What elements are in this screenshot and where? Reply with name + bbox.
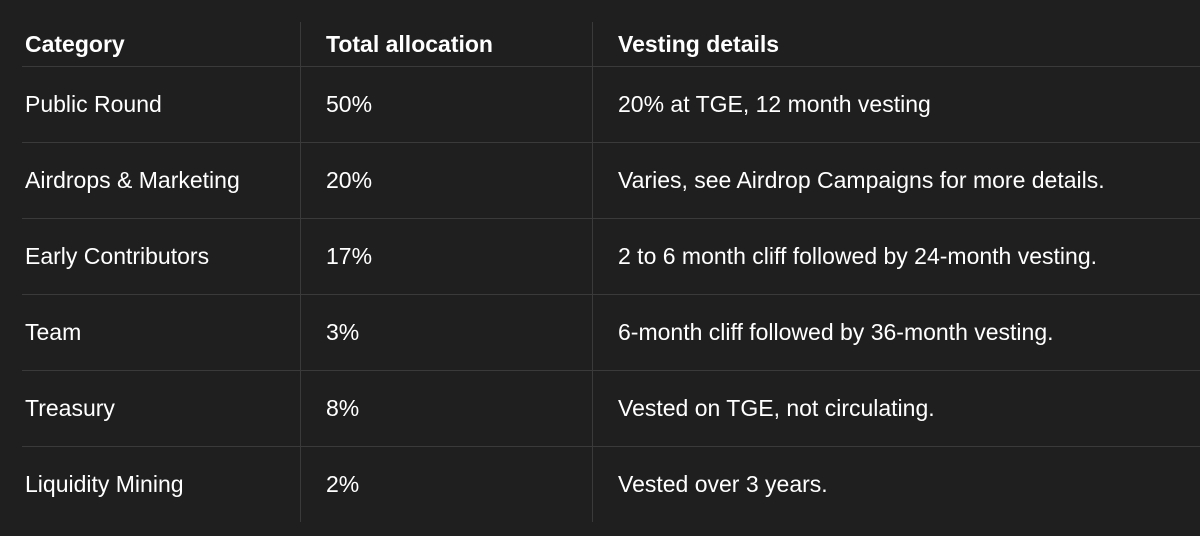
- table-row: Liquidity Mining 2% Vested over 3 years.: [22, 446, 1200, 522]
- cell-category: Early Contributors: [22, 218, 301, 295]
- table-row: Team 3% 6-month cliff followed by 36-mon…: [22, 294, 1200, 371]
- cell-vesting: Vested on TGE, not circulating.: [592, 370, 1200, 447]
- cell-category: Liquidity Mining: [22, 446, 301, 522]
- cell-vesting: 6-month cliff followed by 36-month vesti…: [592, 294, 1200, 371]
- cell-vesting: 20% at TGE, 12 month vesting: [592, 66, 1200, 143]
- cell-category: Team: [22, 294, 301, 371]
- header-category: Category: [22, 22, 301, 67]
- cell-vesting: 2 to 6 month cliff followed by 24-month …: [592, 218, 1200, 295]
- cell-category: Airdrops & Marketing: [22, 142, 301, 219]
- header-vesting-details: Vesting details: [592, 22, 1200, 67]
- cell-vesting: Vested over 3 years.: [618, 471, 828, 497]
- header-total-allocation: Total allocation: [300, 22, 593, 67]
- cell-allocation: 3%: [300, 294, 593, 371]
- table-row: Public Round 50% 20% at TGE, 12 month ve…: [22, 66, 1200, 143]
- table-body: Public Round 50% 20% at TGE, 12 month ve…: [22, 66, 1200, 522]
- header-row: Category Total allocation Vesting detail…: [22, 22, 1200, 67]
- cell-category: Public Round: [22, 66, 301, 143]
- table-row: Early Contributors 17% 2 to 6 month clif…: [22, 218, 1200, 295]
- cell-allocation: 17%: [300, 218, 593, 295]
- cell-category: Treasury: [22, 370, 301, 447]
- cell-allocation: 8%: [300, 370, 593, 447]
- cell-allocation: 2%: [300, 446, 593, 522]
- allocation-table: Category Total allocation Vesting detail…: [22, 22, 1200, 522]
- table-header: Category Total allocation Vesting detail…: [22, 22, 1200, 67]
- table-row: Airdrops & Marketing 20% Varies, see Air…: [22, 142, 1200, 219]
- table-row: Treasury 8% Vested on TGE, not circulati…: [22, 370, 1200, 447]
- cell-allocation: 20%: [300, 142, 593, 219]
- cell-vesting: Varies, see Airdrop Campaigns for more d…: [592, 142, 1200, 219]
- allocation-table-container: Category Total allocation Vesting detail…: [22, 22, 1200, 522]
- cell-allocation: 50%: [300, 66, 593, 143]
